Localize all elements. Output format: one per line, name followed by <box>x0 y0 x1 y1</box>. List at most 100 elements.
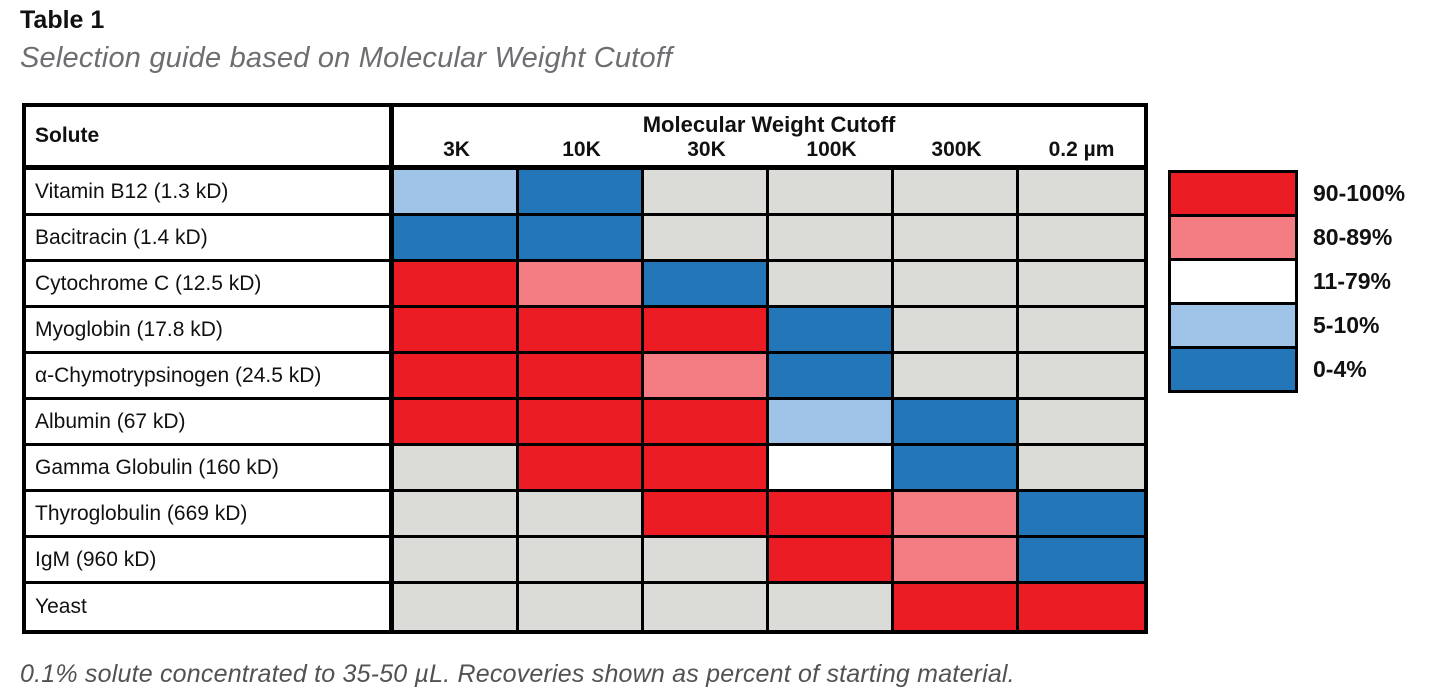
recovery-cell <box>769 492 894 535</box>
column-header: 300K <box>931 138 982 161</box>
recovery-cell <box>519 170 644 213</box>
recovery-cell <box>769 584 894 630</box>
legend-item: 90-100% <box>1168 170 1405 217</box>
table-body: Vitamin B12 (1.3 kD) Bacitracin (1.4 kD) C… <box>26 170 1144 630</box>
legend-item: 11-79% <box>1168 258 1405 305</box>
recovery-cell <box>644 584 769 630</box>
table-row: Vitamin B12 (1.3 kD) <box>26 170 1144 216</box>
column-header: 30K <box>687 138 726 161</box>
solute-label: Myoglobin (17.8 kD) <box>26 308 394 351</box>
row-cells <box>394 216 1144 259</box>
recovery-cell <box>519 492 644 535</box>
recovery-cell <box>894 538 1019 581</box>
column-header: 100K <box>806 138 857 161</box>
recovery-cell <box>519 400 644 443</box>
recovery-cell <box>769 262 894 305</box>
column-labels: 3K 10K 30K 100K 300K 0.2 µm <box>394 138 1144 167</box>
recovery-cell <box>394 446 519 489</box>
recovery-cell <box>644 308 769 351</box>
recovery-cell <box>644 170 769 213</box>
solute-label: IgM (960 kD) <box>26 538 394 581</box>
recovery-cell <box>394 262 519 305</box>
recovery-cell <box>769 308 894 351</box>
solute-label: Bacitracin (1.4 kD) <box>26 216 394 259</box>
row-cells <box>394 446 1144 489</box>
recovery-cell <box>519 584 644 630</box>
column-header: 3K <box>443 138 470 161</box>
recovery-cell <box>394 354 519 397</box>
row-cells <box>394 308 1144 351</box>
recovery-cell <box>1019 216 1144 259</box>
solute-label: Thyroglobulin (669 kD) <box>26 492 394 535</box>
recovery-cell <box>394 400 519 443</box>
legend-label: 5-10% <box>1313 312 1380 338</box>
recovery-cell <box>644 354 769 397</box>
solute-label: Gamma Globulin (160 kD) <box>26 446 394 489</box>
legend-label: 90-100% <box>1313 180 1406 206</box>
recovery-cell <box>394 308 519 351</box>
solute-label: Albumin (67 kD) <box>26 400 394 443</box>
recovery-cell <box>1019 400 1144 443</box>
recovery-cell <box>769 216 894 259</box>
recovery-cell <box>519 216 644 259</box>
solute-label: α-Chymotrypsinogen (24.5 kD) <box>26 354 394 397</box>
recovery-cell <box>894 400 1019 443</box>
column-header: 10K <box>562 138 601 161</box>
recovery-cell <box>894 262 1019 305</box>
recovery-cell <box>894 584 1019 630</box>
recovery-cell <box>519 308 644 351</box>
recovery-cell <box>519 354 644 397</box>
solute-label: Vitamin B12 (1.3 kD) <box>26 170 394 213</box>
recovery-cell <box>1019 354 1144 397</box>
row-cells <box>394 584 1144 630</box>
mwco-header-group: Molecular Weight Cutoff 3K 10K 30K 100K 300K… <box>394 107 1144 165</box>
legend-swatch <box>1168 302 1298 349</box>
legend-swatch <box>1168 258 1298 305</box>
recovery-cell <box>519 538 644 581</box>
recovery-cell <box>894 446 1019 489</box>
solute-column-header: Solute <box>26 107 394 165</box>
table-row: Myoglobin (17.8 kD) <box>26 308 1144 354</box>
recovery-cell <box>1019 308 1144 351</box>
row-cells <box>394 262 1144 305</box>
footnote: 0.1% solute concentrated to 35-50 µL. Re… <box>20 660 1015 688</box>
row-cells <box>394 538 1144 581</box>
legend-swatch <box>1168 214 1298 261</box>
recovery-cell <box>519 262 644 305</box>
recovery-cell <box>394 492 519 535</box>
recovery-cell <box>1019 492 1144 535</box>
recovery-cell <box>644 262 769 305</box>
legend-item: 5-10% <box>1168 302 1405 349</box>
recovery-cell <box>644 446 769 489</box>
legend-swatch <box>1168 346 1298 393</box>
row-cells <box>394 400 1144 443</box>
recovery-cell <box>394 216 519 259</box>
recovery-cell <box>644 538 769 581</box>
legend-label: 0-4% <box>1313 356 1367 382</box>
recovery-cell <box>769 538 894 581</box>
table-row: Bacitracin (1.4 kD) <box>26 216 1144 262</box>
row-cells <box>394 492 1144 535</box>
table-row: Gamma Globulin (160 kD) <box>26 446 1144 492</box>
recovery-cell <box>769 446 894 489</box>
selection-guide-table: Solute Molecular Weight Cutoff 3K 10K 30K 1… <box>22 103 1148 634</box>
legend-item: 0-4% <box>1168 346 1405 393</box>
solute-label: Cytochrome C (12.5 kD) <box>26 262 394 305</box>
table-row: Cytochrome C (12.5 kD) <box>26 262 1144 308</box>
solute-label: Yeast <box>26 584 394 630</box>
recovery-cell <box>1019 584 1144 630</box>
legend: 90-100% 80-89% 11-79% 5-10% 0-4% <box>1168 170 1405 393</box>
recovery-cell <box>1019 446 1144 489</box>
table-row: α-Chymotrypsinogen (24.5 kD) <box>26 354 1144 400</box>
mwco-group-title: Molecular Weight Cutoff <box>642 112 896 137</box>
row-cells <box>394 354 1144 397</box>
recovery-cell <box>644 216 769 259</box>
table-header: Solute Molecular Weight Cutoff 3K 10K 30K 1… <box>26 107 1144 170</box>
recovery-cell <box>394 170 519 213</box>
recovery-cell <box>394 584 519 630</box>
recovery-cell <box>894 492 1019 535</box>
recovery-cell <box>894 354 1019 397</box>
table-row: IgM (960 kD) <box>26 538 1144 584</box>
recovery-cell <box>644 492 769 535</box>
